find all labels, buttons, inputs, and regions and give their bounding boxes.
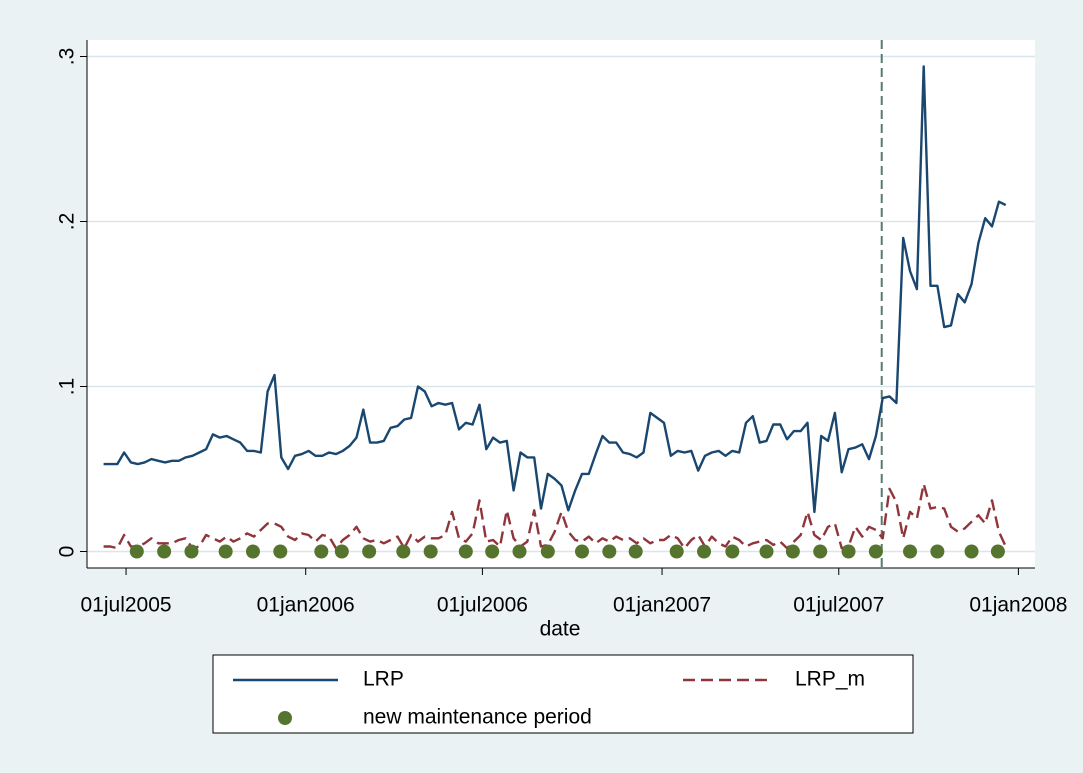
dot [485, 544, 500, 559]
dot [868, 544, 883, 559]
dot [184, 544, 199, 559]
dot [129, 544, 144, 559]
dot [725, 544, 740, 559]
legend [212, 654, 914, 734]
x-tick-label: 01jan2008 [969, 594, 1067, 617]
dot [314, 544, 329, 559]
dot [628, 544, 643, 559]
dot [540, 544, 555, 559]
series-line [103, 65, 1007, 514]
legend-label: LRP [363, 668, 404, 691]
dot [669, 544, 684, 559]
dot [512, 544, 527, 559]
series-line [103, 482, 1007, 550]
y-tick-label: .1 [56, 378, 79, 396]
dot [273, 544, 288, 559]
dot [930, 544, 945, 559]
x-tick-label: 01jan2007 [613, 594, 711, 617]
x-tick-label: 01jul2007 [793, 594, 884, 617]
y-tick-label: 0 [56, 546, 79, 558]
dot [813, 544, 828, 559]
y-tick-label: .3 [56, 48, 79, 66]
dot [574, 544, 589, 559]
legend-symbol [278, 711, 292, 725]
dot [423, 544, 438, 559]
dot [697, 544, 712, 559]
dot [334, 544, 349, 559]
dot [785, 544, 800, 559]
dot [841, 544, 856, 559]
dot [245, 544, 260, 559]
x-axis-label: date [540, 618, 581, 641]
dot [218, 544, 233, 559]
dot [903, 544, 918, 559]
dot [396, 544, 411, 559]
plot-area [87, 40, 1035, 568]
x-tick-label: 01jul2006 [437, 594, 528, 617]
dot [362, 544, 377, 559]
dot [759, 544, 774, 559]
y-tick-label: .2 [56, 213, 79, 231]
x-tick-label: 01jul2005 [81, 594, 172, 617]
dot [458, 544, 473, 559]
dot [990, 544, 1005, 559]
legend-label: LRP_m [795, 668, 865, 691]
dot [157, 544, 172, 559]
x-tick-label: 01jan2006 [257, 594, 355, 617]
legend-label: new maintenance period [363, 706, 592, 729]
dot [964, 544, 979, 559]
dot [602, 544, 617, 559]
